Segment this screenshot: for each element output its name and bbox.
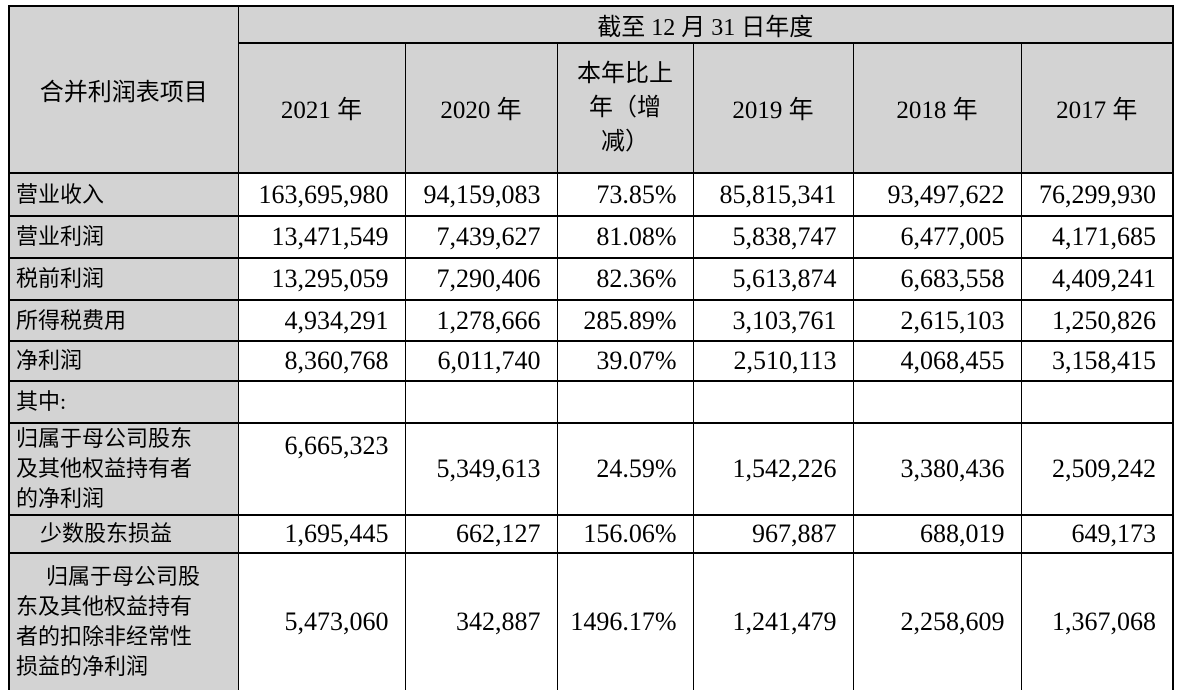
value-cell: 2,258,609 xyxy=(852,552,1022,690)
value-cell: 285.89% xyxy=(556,299,694,342)
table-row: 归属于母公司股东 及其他权益持有者 的净利润 6,665,323 5,349,613… xyxy=(8,422,1174,516)
table-row: 少数股东损益 1,695,445 662,127 156.06% 967,887 688,… xyxy=(8,514,1174,554)
value-cell: 6,665,323 xyxy=(237,422,406,516)
value-cell: 73.85% xyxy=(556,172,694,217)
value-cell: 4,068,455 xyxy=(852,340,1022,382)
value-cell: 1,278,666 xyxy=(404,299,558,342)
value-cell: 2,615,103 xyxy=(852,299,1022,342)
value-cell: 7,439,627 xyxy=(404,215,558,259)
value-cell: 85,815,341 xyxy=(692,172,854,217)
value-cell: 4,171,685 xyxy=(1020,215,1174,259)
change-column-header-cell: 本年比上 年（增 减） xyxy=(556,42,694,174)
value-cell: 5,349,613 xyxy=(404,422,558,516)
value-cell: 13,295,059 xyxy=(237,257,406,301)
value-cell xyxy=(237,380,406,424)
value-cell: 342,887 xyxy=(404,552,558,690)
value-cell: 94,159,083 xyxy=(404,172,558,217)
column-header-row: 2021 年 2020 年本年比上 年（增 减） 2019 年 2018 年 2017 … xyxy=(9,42,1174,174)
value-cell: 649,173 xyxy=(1020,514,1174,554)
value-cell: 1496.17% xyxy=(556,552,694,690)
table-row: 净利润 8,360,768 6,011,740 39.07% 2,510,113 4,06… xyxy=(8,340,1174,382)
value-cell: 82.36% xyxy=(556,257,694,301)
value-cell: 3,103,761 xyxy=(692,299,854,342)
row-label-cell: 所得税费用 xyxy=(8,299,239,342)
table-row: 其中: xyxy=(8,380,1174,424)
year-column-header-cell: 2018 年 xyxy=(852,42,1022,174)
table-row: 所得税费用 4,934,291 1,278,666 285.89% 3,103,761 2… xyxy=(8,299,1174,342)
value-cell: 93,497,622 xyxy=(852,172,1022,217)
year-column-header-cell: 2019 年 xyxy=(692,42,854,174)
row-label-cell: 归属于母公司股东 及其他权益持有者 的净利润 xyxy=(8,422,239,516)
row-label-cell: 少数股东损益 xyxy=(8,514,239,554)
table-row: 归属于母公司股 东及其他权益持有 者的扣除非经常性 损益的净利润 5,473,06… xyxy=(8,552,1174,690)
value-cell: 6,477,005 xyxy=(852,215,1022,259)
table-body: 营业收入 163,695,980 94,159,083 73.85% 85,815,34… xyxy=(8,172,1174,690)
value-cell: 4,934,291 xyxy=(237,299,406,342)
value-cell: 156.06% xyxy=(556,514,694,554)
row-label-cell: 净利润 xyxy=(8,340,239,382)
value-cell: 76,299,930 xyxy=(1020,172,1174,217)
row-label-cell: 营业利润 xyxy=(8,215,239,259)
value-cell: 7,290,406 xyxy=(404,257,558,301)
value-cell xyxy=(556,380,694,424)
row-label-cell: 营业收入 xyxy=(8,172,239,217)
year-column-header-cell: 2017 年 xyxy=(1020,42,1174,174)
value-cell: 6,011,740 xyxy=(404,340,558,382)
value-cell: 8,360,768 xyxy=(237,340,406,382)
value-cell: 5,613,874 xyxy=(692,257,854,301)
value-cell: 5,838,747 xyxy=(692,215,854,259)
value-cell xyxy=(852,380,1022,424)
value-cell: 1,542,226 xyxy=(692,422,854,516)
table-row: 税前利润 13,295,059 7,290,406 82.36% 5,613,874 6,… xyxy=(8,257,1174,301)
row-label-cell: 归属于母公司股 东及其他权益持有 者的扣除非经常性 损益的净利润 xyxy=(8,552,239,690)
value-cell: 13,471,549 xyxy=(237,215,406,259)
year-column-header-cell: 2021 年 xyxy=(237,42,406,174)
value-cell: 163,695,980 xyxy=(237,172,406,217)
table-row: 营业利润 13,471,549 7,439,627 81.08% 5,838,747 6,… xyxy=(8,215,1174,259)
value-cell: 1,241,479 xyxy=(692,552,854,690)
value-cell: 39.07% xyxy=(556,340,694,382)
value-cell: 2,509,242 xyxy=(1020,422,1174,516)
table-row: 营业收入 163,695,980 94,159,083 73.85% 85,815,34… xyxy=(8,172,1174,217)
value-cell: 3,380,436 xyxy=(852,422,1022,516)
row-label-cell: 税前利润 xyxy=(8,257,239,301)
value-cell: 6,683,558 xyxy=(852,257,1022,301)
value-cell: 1,695,445 xyxy=(237,514,406,554)
value-cell: 2,510,113 xyxy=(692,340,854,382)
value-cell: 24.59% xyxy=(556,422,694,516)
period-header-row: 合并利润表项目 截至 12 月 31 日年度 xyxy=(8,5,1174,174)
income-statement-table: 合并利润表项目 截至 12 月 31 日年度 2021 年 2020 年本年比上 … xyxy=(8,5,1174,690)
value-cell: 1,367,068 xyxy=(1020,552,1174,690)
value-cell: 688,019 xyxy=(852,514,1022,554)
value-cell: 1,250,826 xyxy=(1020,299,1174,342)
value-cell: 81.08% xyxy=(556,215,694,259)
value-cell: 662,127 xyxy=(404,514,558,554)
year-column-header-cell: 2020 年 xyxy=(404,42,558,174)
value-cell xyxy=(692,380,854,424)
corner-header-cell: 合并利润表项目 xyxy=(8,5,239,174)
row-label-cell: 其中: xyxy=(8,380,239,424)
value-cell: 5,473,060 xyxy=(237,552,406,690)
value-cell: 3,158,415 xyxy=(1020,340,1174,382)
value-cell: 967,887 xyxy=(692,514,854,554)
value-cell xyxy=(404,380,558,424)
value-cell xyxy=(1020,380,1174,424)
period-header-cell: 截至 12 月 31 日年度 xyxy=(237,5,1174,44)
value-cell: 4,409,241 xyxy=(1020,257,1174,301)
table-header: 合并利润表项目 截至 12 月 31 日年度 2021 年 2020 年本年比上 … xyxy=(8,5,1174,174)
